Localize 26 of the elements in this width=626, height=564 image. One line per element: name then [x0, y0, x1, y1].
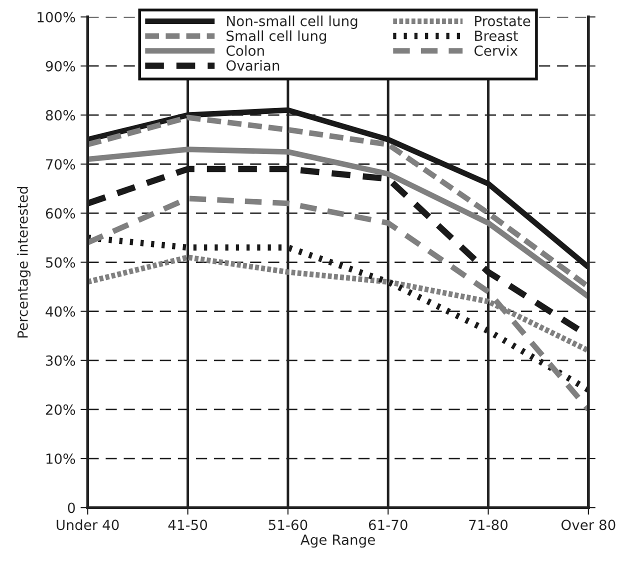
y-tick-label: 90%	[46, 60, 76, 72]
y-tick-label: 100%	[38, 12, 76, 22]
y-tick-label: 80%	[46, 110, 76, 121]
x-axis-title: Age Range	[300, 534, 375, 548]
y-tick-label: 20%	[46, 404, 76, 415]
x-tick-label: 41-50	[168, 520, 208, 530]
y-axis-title: Percentage interested	[17, 186, 31, 338]
x-tick-label: 61-70	[368, 520, 408, 530]
y-tick-label: 50%	[46, 257, 76, 268]
y-tick-label: 40%	[46, 306, 76, 317]
x-tick-label: Over 80	[561, 520, 616, 530]
x-tick-label: Under 40	[56, 519, 119, 530]
y-tick-label: 60%	[46, 208, 76, 219]
y-tick-label: 0	[68, 502, 75, 514]
x-tick-label: 51-60	[268, 520, 308, 530]
legend-label: Small cell lung	[226, 30, 326, 44]
legend-label: Ovarian	[226, 60, 280, 71]
legend-label: Cervix	[474, 45, 518, 56]
x-tick-label: 71-80	[469, 520, 508, 530]
legend-label: Breast	[475, 30, 518, 42]
y-tick-label: 30%	[46, 355, 76, 366]
legend-label: Non-small cell lung	[227, 16, 358, 29]
legend-label: Colon	[226, 45, 264, 56]
y-tick-label: 70%	[46, 159, 76, 170]
legend-label: Prostate	[475, 16, 530, 26]
y-tick-label: 10%	[46, 454, 76, 464]
